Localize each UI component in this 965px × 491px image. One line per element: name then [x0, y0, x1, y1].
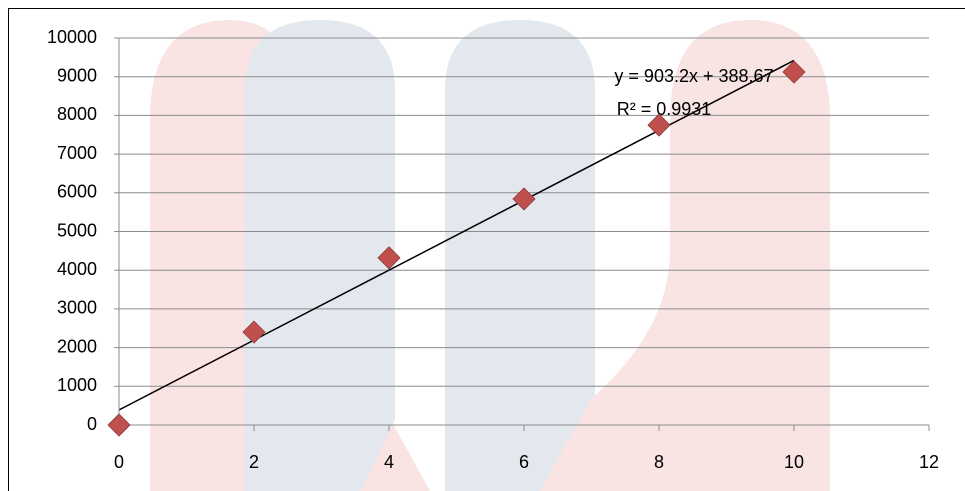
data-point	[107, 413, 131, 437]
y-tick-label: 0	[87, 414, 97, 434]
y-tick-label: 2000	[57, 336, 97, 356]
x-tick-label: 0	[114, 452, 124, 472]
y-tick-label: 7000	[57, 143, 97, 163]
data-point	[242, 320, 266, 344]
x-tick-label: 6	[519, 452, 529, 472]
x-tick-label: 8	[654, 452, 664, 472]
data-point	[782, 60, 806, 84]
y-tick-label: 10000	[47, 27, 97, 47]
y-tick-label: 8000	[57, 104, 97, 124]
x-tick-label: 2	[249, 452, 259, 472]
x-tick-label: 10	[784, 452, 804, 472]
y-tick-label: 9000	[57, 65, 97, 85]
watermark	[150, 20, 830, 491]
y-tick-label: 4000	[57, 259, 97, 279]
data-point	[647, 113, 671, 137]
y-tick-label: 5000	[57, 220, 97, 240]
x-tick-label: 4	[384, 452, 394, 472]
trendline	[118, 59, 795, 411]
data-point	[377, 246, 401, 270]
y-tick-label: 1000	[57, 375, 97, 395]
y-tick-label: 6000	[57, 182, 97, 202]
y-tick-label: 3000	[57, 298, 97, 318]
data-point	[512, 187, 536, 211]
trendline-equation: y = 903.2x + 388.67	[614, 66, 773, 86]
x-tick-label: 12	[919, 452, 939, 472]
chart-border	[8, 8, 965, 491]
trendline-r-squared: R² = 0.9931	[617, 99, 712, 119]
